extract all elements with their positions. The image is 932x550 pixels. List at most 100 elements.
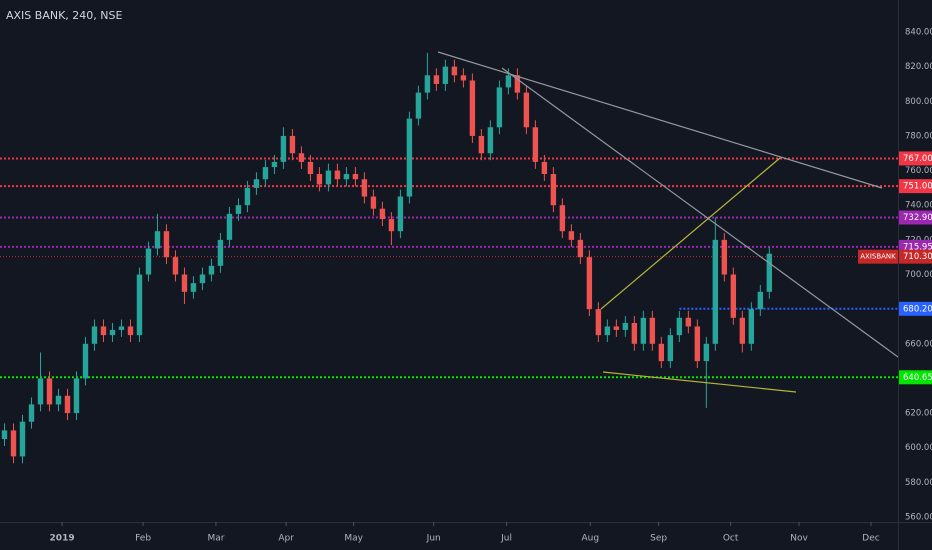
candle-body <box>568 231 575 240</box>
candle-body <box>118 326 125 330</box>
candle-body <box>496 87 503 128</box>
candle-body <box>253 179 260 188</box>
candle-body <box>145 248 152 275</box>
candle-body <box>370 196 377 209</box>
candle-body <box>766 253 773 292</box>
candle-body <box>10 430 17 457</box>
y-tick-label: 600.00 <box>905 443 932 453</box>
candle-body <box>541 161 548 175</box>
candle-body <box>586 257 593 310</box>
y-tick-label: 800.00 <box>905 97 932 107</box>
candle-body <box>307 161 314 175</box>
candle-body <box>208 265 215 275</box>
level-label-box <box>899 301 932 316</box>
last-price-box <box>899 249 932 264</box>
candle-body <box>154 231 161 249</box>
candle-body <box>694 326 701 362</box>
candle-body <box>226 213 233 240</box>
last-price-label: 710.30 <box>903 252 932 262</box>
candle-body <box>55 395 62 405</box>
candle-body <box>730 274 737 318</box>
candle-body <box>361 179 368 197</box>
y-tick-label: 700.00 <box>905 270 932 280</box>
level-label-box <box>899 151 932 166</box>
level-label: 767.00 <box>903 154 932 164</box>
candle-body <box>136 274 143 336</box>
candle-body <box>271 161 278 168</box>
candle-body <box>91 326 98 344</box>
candle-body <box>181 274 188 292</box>
candle-body <box>37 378 44 405</box>
candle-body <box>658 343 665 362</box>
candle-body <box>703 343 710 362</box>
candle-body <box>352 174 359 180</box>
x-tick-label: Sep <box>650 534 667 544</box>
x-tick-label: Dec <box>862 534 879 544</box>
candle-body <box>595 309 602 336</box>
level-label: 715.95 <box>903 242 932 252</box>
candle-body <box>460 75 467 81</box>
candle-body <box>442 66 449 84</box>
y-tick-label: 560.00 <box>905 513 932 523</box>
candle-body <box>334 170 341 180</box>
level-label: 751.00 <box>903 182 932 192</box>
candle-body <box>613 326 620 330</box>
candle-body <box>487 127 494 154</box>
candle-body <box>46 378 53 405</box>
candle-body <box>28 404 35 422</box>
candle-body <box>262 167 269 180</box>
x-tick-label: Mar <box>207 534 224 544</box>
x-tick-label: Jun <box>426 534 441 544</box>
candle-body <box>721 239 728 275</box>
last-price-name-box <box>858 249 898 264</box>
candle-body <box>649 317 656 344</box>
y-tick-label: 660.00 <box>905 339 932 349</box>
chart-title: AXIS BANK, 240, NSE <box>6 9 122 22</box>
x-tick-label: Apr <box>278 534 294 544</box>
candle-body <box>640 317 647 344</box>
candle-body <box>559 205 566 232</box>
candle-body <box>82 343 89 379</box>
candle-body <box>379 208 386 220</box>
candle-body <box>685 317 692 327</box>
y-tick-label: 620.00 <box>905 409 932 419</box>
candle-body <box>244 187 251 206</box>
trendlines <box>437 51 899 393</box>
candle-body <box>406 118 413 197</box>
x-tick-label: May <box>344 534 363 544</box>
candle-body <box>757 291 764 310</box>
candle-body <box>451 66 458 76</box>
x-tick-label: Feb <box>135 534 151 544</box>
candle-body <box>604 326 611 336</box>
y-tick-label: 740.00 <box>905 201 932 211</box>
level-label-box <box>899 210 932 225</box>
candle-body <box>289 135 296 154</box>
x-tick-label: Oct <box>723 534 739 544</box>
candle-body <box>388 219 395 232</box>
candle-body <box>514 75 521 93</box>
candle-body <box>748 309 755 344</box>
candle-body <box>235 205 242 214</box>
candle-body <box>199 274 206 284</box>
x-tick-label: 2019 <box>50 534 75 544</box>
candle-body <box>316 174 323 185</box>
candle-body <box>64 395 71 414</box>
y-tick-label: 820.00 <box>905 62 932 72</box>
candle-body <box>550 174 557 206</box>
candle-body <box>622 323 629 330</box>
y-tick-label: 580.00 <box>905 478 932 488</box>
candle-body <box>163 231 170 258</box>
candles <box>1 52 773 464</box>
candle-body <box>712 239 719 344</box>
trendline <box>602 371 797 393</box>
level-label-box <box>899 370 932 385</box>
candle-body <box>433 75 440 84</box>
x-tick-label: Aug <box>581 534 599 544</box>
candle-body <box>73 378 80 414</box>
candle-body <box>397 196 404 232</box>
candle-body <box>100 326 107 336</box>
candle-body <box>19 421 26 457</box>
x-tick-label: Jul <box>500 534 512 544</box>
